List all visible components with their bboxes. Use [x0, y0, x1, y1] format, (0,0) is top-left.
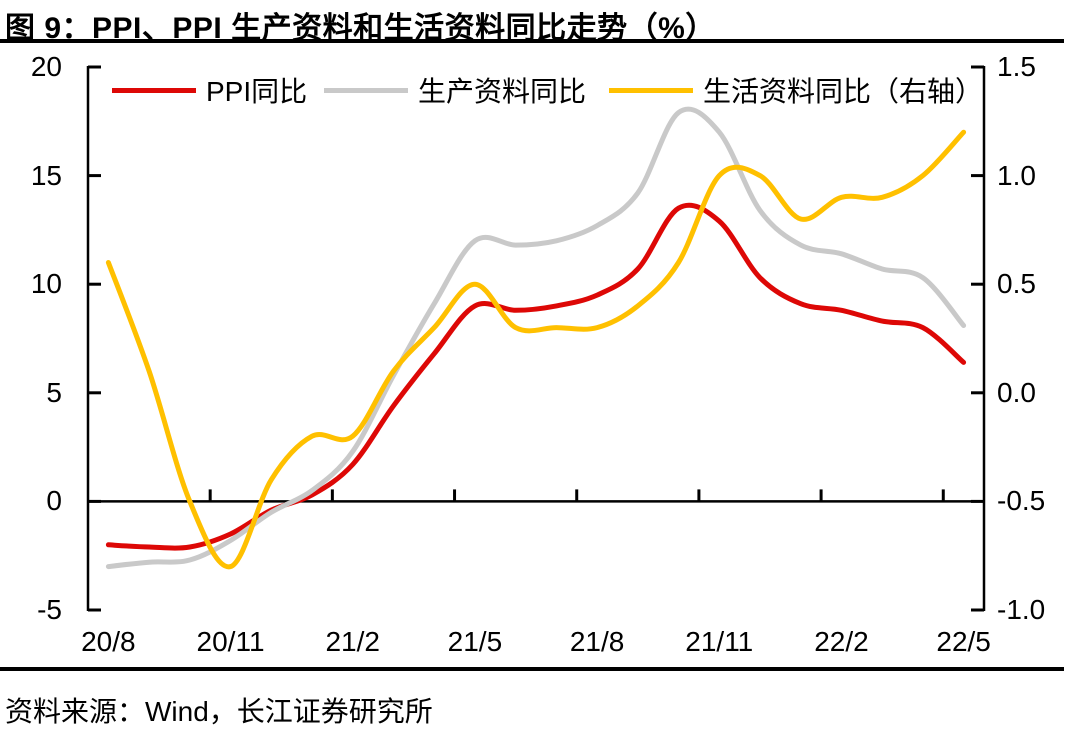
legend-swatch-icon [324, 87, 408, 93]
x-axis-label: 21/11 [685, 626, 754, 657]
left-axis-label: 10 [30, 268, 62, 300]
right-axis-label: 0.0 [997, 376, 1036, 408]
right-axis-label: -1.0 [997, 594, 1046, 625]
left-axis-label: -5 [37, 594, 62, 625]
x-axis-label: 21/5 [447, 626, 503, 657]
series-line-1 [105, 106, 967, 570]
legend-item-0: PPI同比 [112, 74, 307, 107]
series-line-2 [105, 129, 967, 570]
chart-legend: PPI同比 生产资料同比 生活资料同比（右轴） [0, 74, 1080, 107]
left-axis-label: 15 [30, 159, 62, 191]
legend-label: 生活资料同比（右轴） [703, 76, 984, 107]
x-axis-label: 21/2 [325, 626, 380, 657]
right-axis-label: 1.0 [997, 159, 1036, 191]
legend-label: PPI同比 [206, 76, 308, 107]
x-axis-label: 22/5 [936, 626, 991, 657]
left-axis-label: 5 [46, 376, 62, 408]
legend-item-1: 生产资料同比 [324, 74, 586, 107]
x-axis-label: 21/8 [569, 626, 625, 657]
left-axis-label: 0 [46, 485, 62, 517]
series-line-0 [105, 202, 967, 551]
legend-swatch-icon [112, 87, 196, 93]
x-axis-label: 22/2 [814, 626, 869, 657]
legend-swatch-icon [609, 87, 693, 93]
source-note: 资料来源：Wind，长江证券研究所 [5, 696, 433, 727]
footer-divider-rule [0, 667, 1064, 671]
legend-label: 生产资料同比 [418, 76, 587, 107]
right-axis-label: -0.5 [997, 485, 1046, 517]
right-axis-label: 1.5 [997, 51, 1036, 82]
x-axis-label: 20/11 [196, 626, 265, 657]
right-axis-label: 0.5 [997, 268, 1036, 300]
left-axis-label: 20 [30, 51, 62, 82]
x-axis-label: 20/8 [81, 626, 136, 657]
title-divider-rule [0, 39, 1064, 43]
legend-item-2: 生活资料同比（右轴） [609, 74, 983, 107]
